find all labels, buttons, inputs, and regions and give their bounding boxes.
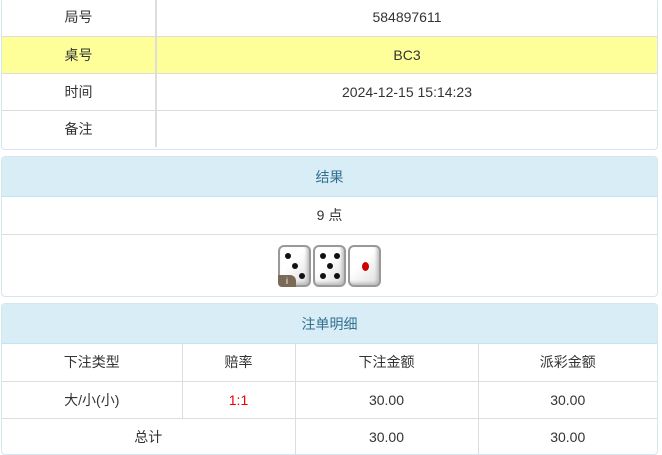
table-header: 下注类型 赔率 下注金额 派彩金额: [2, 344, 657, 381]
round-info-panel: 局号 584897611 桌号 BC3 时间 2024-12-15 15:14:23 …: [1, 0, 658, 150]
row-round-id: 局号 584897611: [2, 0, 657, 36]
table-id-value: BC3: [156, 35, 657, 73]
result-panel: 结果 9 点 i: [1, 156, 658, 297]
info-badge-icon[interactable]: i: [278, 274, 296, 287]
bet-details-panel: 注单明细 下注类型 赔率 下注金额 派彩金额 大/小(小) 1:1 30.00 …: [1, 303, 658, 455]
row-table-id: 桌号 BC3: [2, 35, 657, 73]
time-value: 2024-12-15 15:14:23: [156, 72, 657, 110]
odds-value: 1:1: [182, 380, 296, 418]
remark-value: [156, 109, 657, 147]
result-title: 结果: [2, 157, 657, 197]
die-5-icon: [313, 244, 346, 287]
table-row: 大/小(小) 1:1 30.00 30.00: [2, 380, 657, 418]
dice-row: i: [2, 234, 657, 296]
round-info-table: 局号 584897611 桌号 BC3 时间 2024-12-15 15:14:23 …: [2, 0, 657, 147]
round-id-value: 584897611: [372, 8, 442, 25]
bet-details-table: 下注类型 赔率 下注金额 派彩金额 大/小(小) 1:1 30.00 30.00…: [2, 344, 657, 454]
die-3-icon: i: [278, 244, 311, 287]
row-remark: 备注: [2, 109, 657, 147]
row-time: 时间 2024-12-15 15:14:23: [2, 72, 657, 110]
result-points: 9 点: [316, 207, 343, 223]
total-row: 总计 30.00 30.00: [2, 417, 657, 454]
bet-details-title: 注单明细: [2, 304, 657, 344]
die-1-icon: [348, 244, 381, 287]
